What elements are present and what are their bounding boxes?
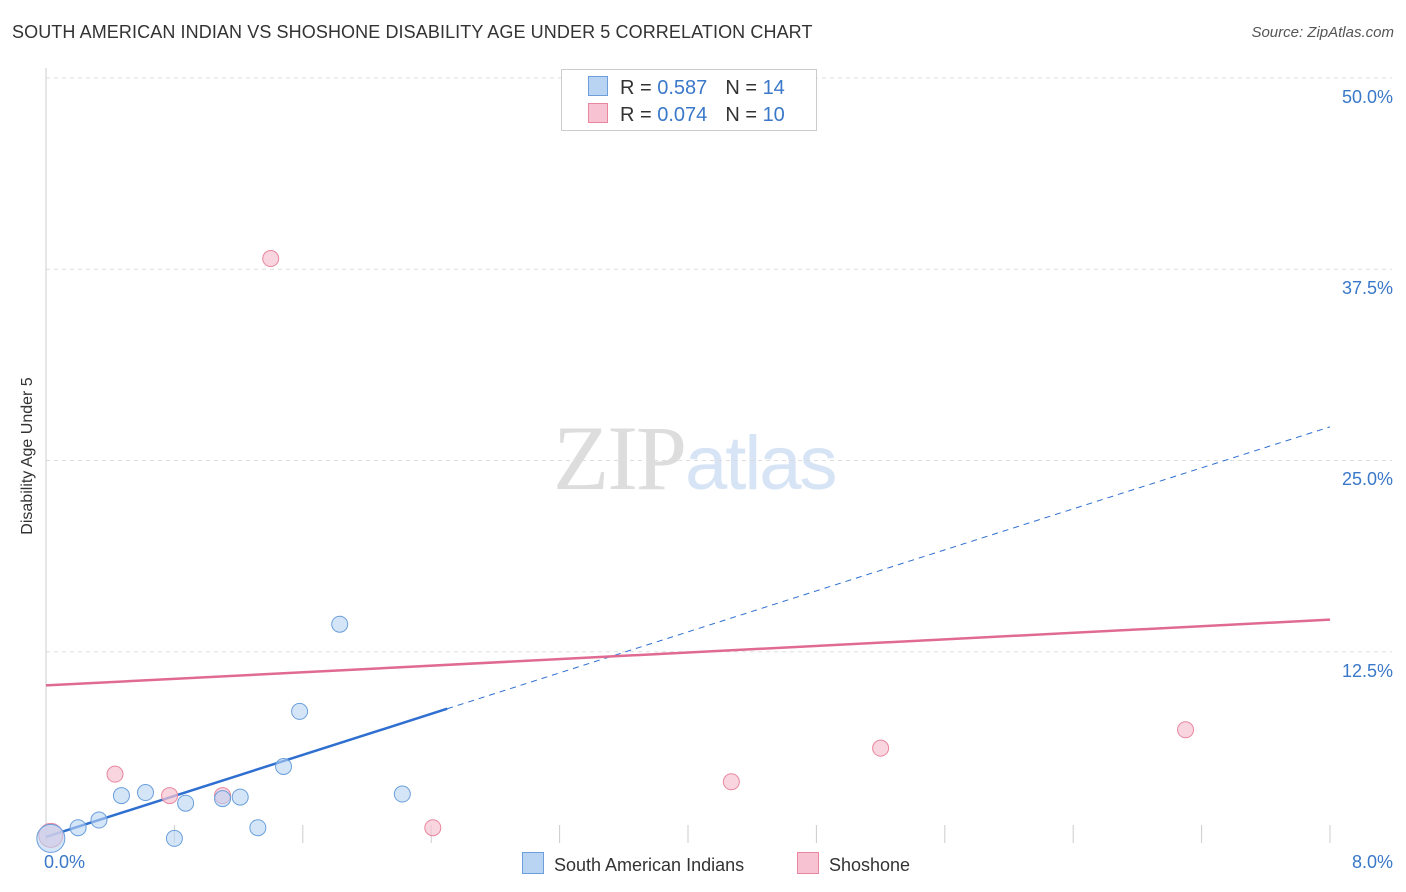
shoshone-point: [872, 739, 890, 757]
south-american-indians-point: [36, 823, 66, 853]
source-label: Source: ZipAtlas.com: [1251, 24, 1394, 41]
blue-trend-line: [45, 707, 448, 839]
shoshone-point: [262, 250, 280, 268]
south-american-indians-point: [249, 819, 267, 837]
south-american-indians-point: [231, 788, 249, 806]
south-american-indians-point: [137, 784, 155, 802]
shoshone-point: [161, 787, 179, 805]
y-tick-label-37-5: 37.5%: [1341, 278, 1393, 298]
south-american-indians-point: [165, 829, 183, 847]
legend-row-shoshone: R = 0.074 N = 10: [588, 103, 785, 127]
legend-n-label: N =: [725, 104, 757, 126]
pink-trend-line: [45, 618, 1331, 687]
bottom-legend-label: South American Indians: [554, 855, 745, 875]
y-tick-label-12-5: 12.5%: [1341, 661, 1393, 681]
bottom-legend-shoshone: Shoshone: [797, 852, 910, 876]
south-american-indians-point: [331, 615, 349, 633]
watermark: ZIPatlas: [553, 405, 838, 511]
south-american-indians-point: [291, 702, 309, 720]
x-tick-label-max: 8.0%: [1351, 852, 1393, 872]
legend-n-value: 10: [762, 104, 785, 126]
shoshone-point: [722, 773, 740, 791]
legend-r-label: R =: [620, 77, 652, 99]
south-american-indians-point: [214, 790, 232, 808]
legend-r-label: R =: [620, 104, 652, 126]
legend: R = 0.587 N = 14 R = 0.074 N = 10: [561, 69, 817, 131]
south-american-indians-point: [90, 811, 108, 829]
bottom-legend-swatch-blue: [522, 852, 544, 874]
shoshone-point: [424, 819, 442, 837]
legend-swatch-blue: [588, 76, 608, 96]
south-american-indians-point: [69, 819, 87, 837]
y-tick-label-50: 50.0%: [1341, 87, 1393, 107]
chart-title: SOUTH AMERICAN INDIAN VS SHOSHONE DISABI…: [12, 22, 813, 42]
legend-n-value: 14: [762, 77, 785, 99]
legend-row-south-american-indians: R = 0.587 N = 14: [588, 76, 785, 100]
south-american-indians-point: [393, 785, 411, 803]
shoshone-point: [1177, 721, 1195, 739]
legend-n-label: N =: [725, 77, 757, 99]
x-tick-label-min: 0.0%: [44, 852, 86, 872]
south-american-indians-point: [177, 794, 195, 812]
legend-r-value: 0.587: [657, 77, 708, 99]
shoshone-point: [106, 765, 124, 783]
legend-swatch-pink: [588, 103, 608, 123]
y-axis-label: Disability Age Under 5: [19, 377, 36, 535]
south-american-indians-point: [275, 758, 293, 775]
watermark-atlas: atlas: [685, 421, 838, 506]
blue-trend-dashed: [447, 426, 1331, 710]
y-tick-label-25: 25.0%: [1341, 469, 1393, 489]
south-american-indians-point: [112, 787, 130, 805]
watermark-zip: ZIP: [553, 407, 687, 509]
legend-r-value: 0.074: [657, 104, 708, 126]
bottom-legend-label: Shoshone: [829, 855, 911, 875]
bottom-legend-south-american-indians: South American Indians: [522, 852, 744, 876]
bottom-legend-swatch-pink: [797, 852, 819, 874]
